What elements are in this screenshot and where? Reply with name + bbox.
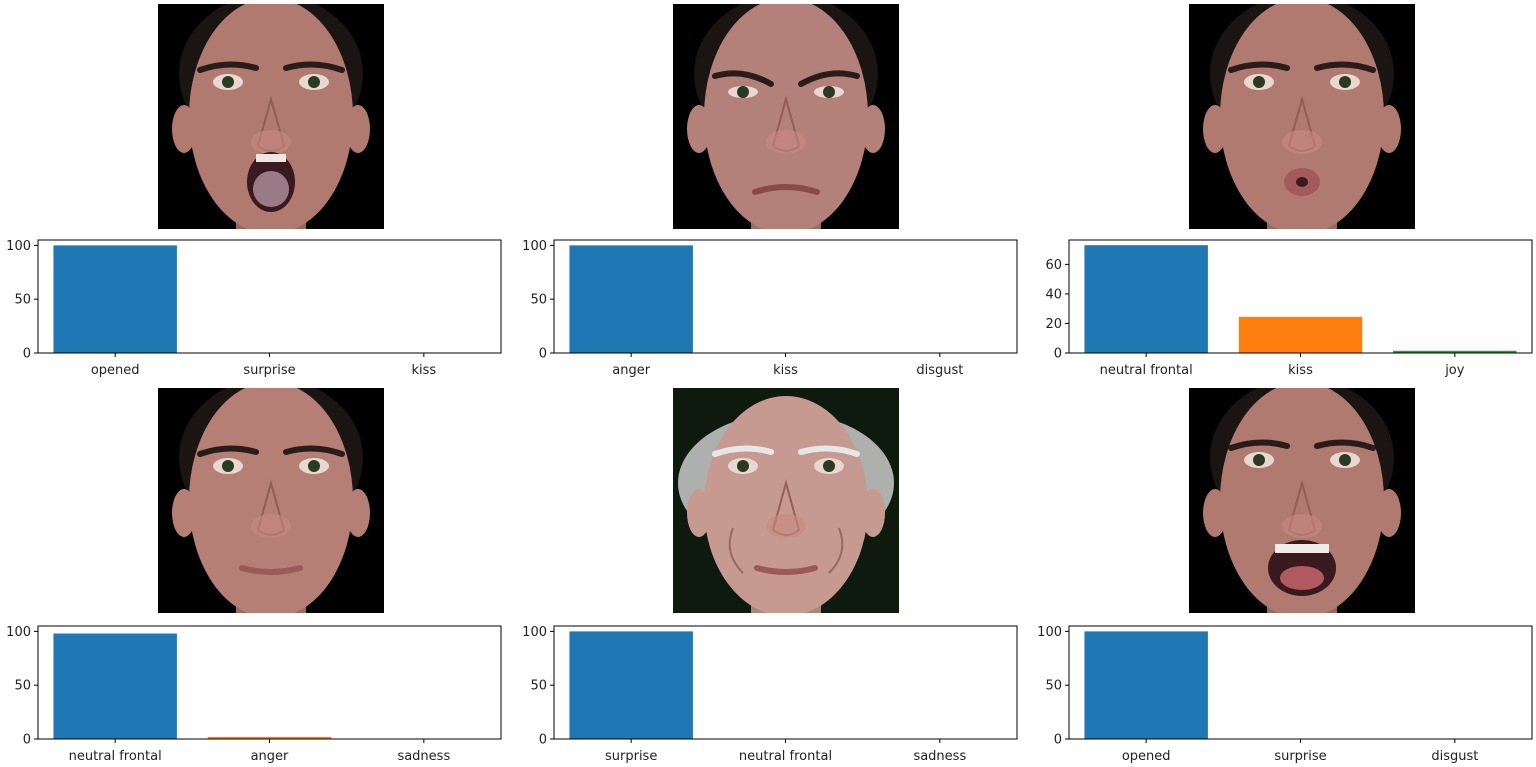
- bar-chart-2: 0 50 100 anger kiss disgust: [522, 239, 1018, 378]
- chart-1-ytick-label-3: 100: [6, 239, 31, 254]
- bar-chart-5: 0 50 100 surprise neutral frontal sadness: [522, 625, 1018, 764]
- face-4-brow-right: [283, 445, 345, 457]
- face-5-wrinkle-left: [728, 527, 744, 574]
- face-2-pupil-left: [737, 86, 749, 98]
- chart-2-ytick-label-1: 0: [539, 347, 547, 362]
- chart-4-bar-2: [207, 736, 332, 739]
- chart-1-xtick-label-1: opened: [91, 363, 140, 378]
- chart-4-bar-1: [53, 633, 177, 739]
- chart-6-ytick-label-3: 100: [1037, 625, 1062, 640]
- bar-chart-6: 0 50 100 opened surprise disgust: [1037, 625, 1533, 764]
- chart-1-bar-1: [53, 245, 177, 353]
- chart-4-xtick-label-2: anger: [251, 749, 289, 764]
- face-5-pupil-right: [823, 460, 835, 472]
- chart-3-ytick-label-3: 40: [1045, 287, 1062, 302]
- chart-3-xtick-label-1: neutral frontal: [1100, 363, 1193, 378]
- face-3-pupil-left: [1253, 76, 1265, 88]
- chart-6-ytick-label-1: 0: [1054, 733, 1062, 748]
- face-1-pupil-left: [222, 76, 234, 88]
- chart-2-ytick-label-3: 100: [522, 239, 547, 254]
- face-1-pupil-right: [308, 76, 320, 88]
- face-image-4: [158, 388, 384, 613]
- chart-4-ytick-label-3: 100: [6, 625, 31, 640]
- chart-6-xtick-label-2: surprise: [1274, 749, 1326, 764]
- face-3-brow-left: [1228, 61, 1290, 73]
- face-image-1: [158, 4, 384, 229]
- chart-4-xtick-label-3: sadness: [397, 749, 450, 764]
- chart-6-xtick-label-3: disgust: [1431, 749, 1478, 764]
- face-1-brow-left: [197, 61, 259, 73]
- face-image-2: [673, 4, 899, 229]
- face-6-nose-tip: [1282, 514, 1322, 538]
- face-2-brow-left: [712, 70, 774, 87]
- chart-4-ytick-label-2: 50: [14, 679, 31, 694]
- face-2-pupil-right: [823, 86, 835, 98]
- chart-3-ytick-label-1: 0: [1054, 347, 1062, 362]
- chart-3-ytick-label-4: 60: [1045, 258, 1062, 273]
- face-4-pupil-left: [222, 460, 234, 472]
- face-image-3: [1189, 4, 1415, 229]
- bar-chart-1: 0 50 100 opened surprise kiss: [6, 239, 502, 378]
- chart-3-xtick-label-3: joy: [1444, 363, 1465, 378]
- face-6-brow-left: [1228, 439, 1290, 451]
- face-6-brow-right: [1314, 439, 1376, 451]
- face-6-teeth: [1275, 544, 1329, 553]
- face-4-nose-tip: [251, 514, 291, 538]
- face-image-6: [1189, 388, 1415, 613]
- chart-5-ytick-label-1: 0: [539, 733, 547, 748]
- face-5-brow-right: [798, 445, 860, 457]
- face-5-wrinkle-right: [828, 527, 844, 574]
- face-6-tongue: [1280, 566, 1324, 590]
- chart-2-ytick-label-2: 50: [530, 293, 547, 308]
- chart-5-xtick-label-2: neutral frontal: [739, 749, 832, 764]
- chart-5-bar-1: [569, 631, 693, 739]
- chart-3-xtick-label-2: kiss: [1288, 363, 1313, 378]
- face-2-mouth: [752, 184, 820, 195]
- face-3-mouth-opening: [1296, 177, 1308, 187]
- chart-1-ytick-label-1: 0: [23, 347, 31, 362]
- chart-5-xtick-label-1: surprise: [605, 749, 657, 764]
- chart-1-xtick-label-3: kiss: [411, 363, 436, 378]
- chart-6-xtick-label-1: opened: [1122, 749, 1171, 764]
- chart-1-xtick-label-2: surprise: [243, 363, 295, 378]
- bar-chart-3: 0 20 40 60 neutral frontal kiss joy: [1045, 239, 1533, 378]
- chart-5-ytick-label-2: 50: [530, 679, 547, 694]
- face-5-brow-left: [712, 445, 774, 457]
- face-3-brow-right: [1314, 61, 1376, 73]
- face-2-brow-right: [798, 70, 860, 87]
- face-1-nose-tip: [251, 130, 291, 154]
- chart-3-bar-3: [1393, 350, 1517, 353]
- face-4-pupil-right: [308, 460, 320, 472]
- face-3-pupil-right: [1339, 76, 1351, 88]
- face-1-brow-right: [283, 61, 345, 73]
- face-4-mouth: [239, 565, 303, 575]
- chart-2-xtick-label-3: disgust: [916, 363, 963, 378]
- face-image-5: [673, 388, 899, 613]
- face-3-nose-tip: [1282, 130, 1322, 154]
- face-5-mouth: [754, 565, 818, 575]
- face-4-brow-left: [197, 445, 259, 457]
- chart-2-xtick-label-2: kiss: [773, 363, 798, 378]
- chart-3-bar-1: [1084, 245, 1208, 353]
- face-2-nose-tip: [766, 130, 806, 154]
- face-1-tongue: [253, 171, 289, 207]
- face-5-pupil-left: [737, 460, 749, 472]
- chart-2-bar-1: [569, 245, 693, 353]
- chart-4-xtick-label-1: neutral frontal: [69, 749, 162, 764]
- chart-6-ytick-label-2: 50: [1045, 679, 1062, 694]
- bar-chart-4: 0 50 100 neutral frontal anger sadness: [6, 625, 502, 764]
- chart-1-ytick-label-2: 50: [14, 293, 31, 308]
- chart-5-ytick-label-3: 100: [522, 625, 547, 640]
- face-5-nose-tip: [766, 514, 806, 538]
- face-6-pupil-left: [1253, 454, 1265, 466]
- chart-4-ytick-label-1: 0: [23, 733, 31, 748]
- chart-5-xtick-label-3: sadness: [913, 749, 966, 764]
- face-6-pupil-right: [1339, 454, 1351, 466]
- face-1-teeth: [256, 154, 286, 162]
- chart-2-xtick-label-1: anger: [612, 363, 650, 378]
- chart-6-bar-1: [1084, 631, 1208, 739]
- chart-3-bar-2: [1238, 316, 1363, 353]
- chart-3-ytick-label-2: 20: [1045, 317, 1062, 332]
